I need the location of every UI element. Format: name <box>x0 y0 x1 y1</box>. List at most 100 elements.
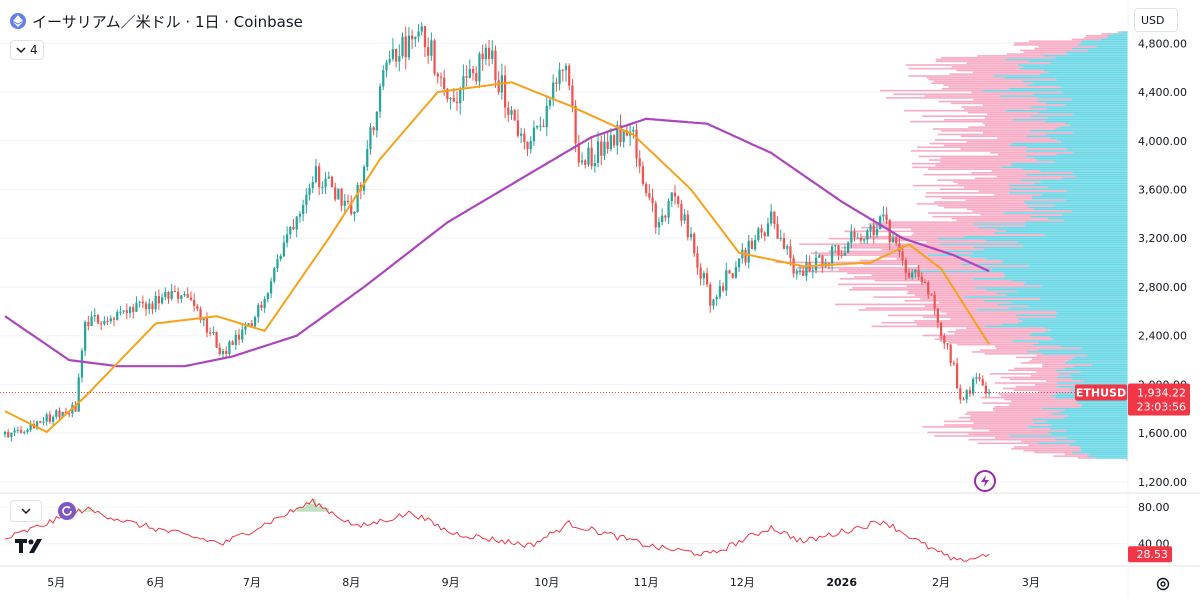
volume-profile-bar-down <box>775 261 1002 264</box>
volume-profile-bar-up <box>1030 130 1128 132</box>
volume-profile-bar-down <box>971 351 1027 353</box>
volume-profile-bar-down <box>992 407 1043 410</box>
volume-profile-bar-down <box>941 197 1032 200</box>
currency-selector[interactable]: USD <box>1134 8 1178 32</box>
volume-profile-bar-up <box>1060 345 1128 348</box>
volume-profile-bar-down <box>914 320 1023 322</box>
candle-up <box>843 252 847 256</box>
symbol-label-bg <box>1075 384 1127 401</box>
volume-profile-bar-up <box>1009 188 1128 191</box>
volume-profile-bar-down <box>911 234 1045 236</box>
volume-profile-bar-down <box>928 78 1057 81</box>
volume-profile-bar-down <box>989 373 1060 375</box>
volume-profile-bar-down <box>972 71 1049 74</box>
candle-down <box>346 200 350 203</box>
volume-profile-bar-down <box>943 144 1010 147</box>
volume-profile-bar-down <box>917 265 1029 267</box>
volume-profile-bar-down <box>908 75 994 77</box>
candle-down <box>372 127 375 131</box>
gear-icon[interactable] <box>1155 576 1171 592</box>
candle-down <box>215 331 218 348</box>
candle-up <box>279 256 282 260</box>
candle-down <box>58 410 61 418</box>
candle-down <box>955 363 959 389</box>
candle-up <box>45 414 48 422</box>
volume-profile-bar-down <box>839 278 973 280</box>
volume-profile-bar-down <box>971 427 1050 430</box>
candle-down <box>439 76 443 78</box>
candle-down <box>920 276 923 282</box>
candle-down <box>205 318 209 333</box>
volume-profile-bar-down <box>841 246 974 249</box>
volume-profile-bar-up <box>1028 206 1128 209</box>
volume-profile-bar-up <box>1004 274 1128 276</box>
candle-up <box>564 65 568 71</box>
candle-down <box>568 65 571 86</box>
candle-up <box>276 259 279 269</box>
volume-profile-bar-down <box>949 73 1040 75</box>
volume-profile-bar-up <box>1068 53 1128 55</box>
candle-up <box>510 110 513 115</box>
volume-profile-bar-down <box>991 170 1041 172</box>
symbol-title[interactable]: イーサリアム／米ドル · 1日 · Coinbase <box>32 12 303 31</box>
volume-profile-bar-up <box>1054 438 1128 441</box>
candle-up <box>391 49 395 59</box>
volume-profile-bar-down <box>994 382 1058 384</box>
volume-profile-bar-up <box>1033 208 1128 211</box>
volume-profile-bar-up <box>1018 318 1128 320</box>
volume-profile-bar-down <box>940 56 1056 59</box>
candle-up <box>914 269 917 273</box>
candle-up <box>459 89 462 104</box>
volume-profile-bar-up <box>1030 215 1128 218</box>
candle-down <box>904 260 907 273</box>
volume-profile-bar-down <box>972 210 1072 213</box>
volume-profile-bar-up <box>1025 155 1128 158</box>
price-tick-label: 1,200.00 <box>1138 476 1187 489</box>
volume-profile-bar-down <box>909 120 1045 123</box>
volume-profile-bar-down <box>1064 453 1090 456</box>
volume-profile-bar-up <box>1031 332 1128 335</box>
candle-up <box>529 141 532 150</box>
volume-profile-bar-down <box>910 150 1026 152</box>
volume-profile-bar-down <box>922 316 1056 319</box>
candle-down <box>584 160 587 165</box>
volume-profile-bar-down <box>966 327 1046 329</box>
volume-profile-bar-up <box>1074 356 1128 359</box>
volume-profile-bar-up <box>1075 440 1128 443</box>
candle-up <box>770 211 773 224</box>
volume-profile-bar-up <box>1045 102 1128 105</box>
candle-down <box>949 344 952 363</box>
volume-profile-bar-down <box>914 294 1007 297</box>
candle-up <box>632 129 635 132</box>
volume-profile-bar-up <box>969 256 1128 258</box>
candle-up <box>593 162 596 167</box>
refresh-icon[interactable] <box>58 502 76 520</box>
volume-profile-bar-down <box>868 223 973 225</box>
candle-up <box>282 242 286 257</box>
volume-profile-bar-down <box>1030 374 1071 377</box>
volume-profile-bar-down <box>881 248 985 251</box>
candle-up <box>116 311 119 320</box>
candle-down <box>96 315 100 324</box>
candle-down <box>721 286 725 291</box>
candle-up <box>869 225 872 231</box>
lightning-icon[interactable] <box>974 470 996 492</box>
volume-profile-bar-up <box>1050 62 1128 64</box>
volume-profile-bar-down <box>1011 448 1081 450</box>
rsi-collapse-button[interactable] <box>10 500 42 522</box>
candle-down <box>885 214 888 221</box>
volume-profile-bar-up <box>1046 133 1128 136</box>
candle-up <box>289 226 292 235</box>
volume-profile-bar-down <box>932 215 1031 218</box>
volume-profile-bar-up <box>1080 448 1128 450</box>
indicator-toggle[interactable]: 4 <box>10 40 44 60</box>
volume-profile-bar-down <box>925 195 1032 198</box>
candle-down <box>859 237 863 241</box>
volume-profile-bar-down <box>964 186 1048 189</box>
candle-up <box>856 237 859 239</box>
tradingview-logo-icon[interactable] <box>15 536 47 560</box>
candle-up <box>596 141 600 163</box>
volume-profile-bar-down <box>1086 34 1108 37</box>
